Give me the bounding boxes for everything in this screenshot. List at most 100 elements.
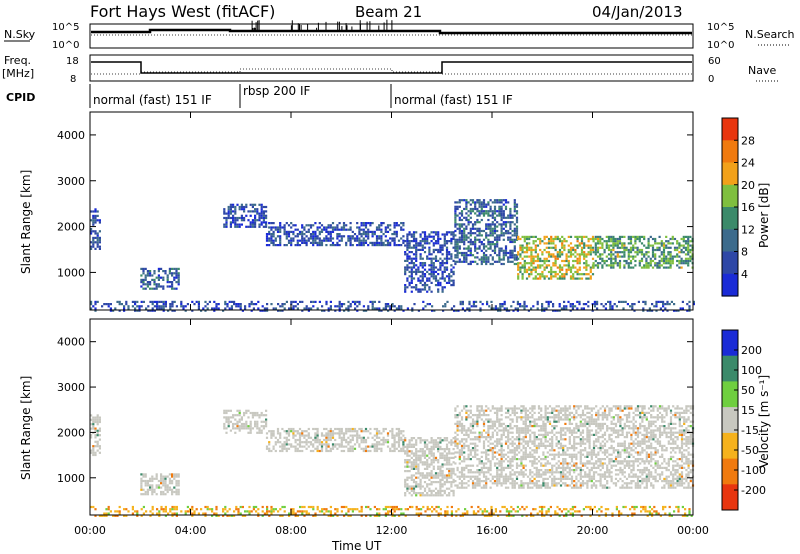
data-cell [168, 473, 171, 476]
data-cell [496, 240, 499, 244]
data-cell [463, 438, 466, 441]
data-cell [523, 235, 526, 238]
data-cell [467, 453, 470, 456]
data-cell [450, 474, 453, 477]
data-cell [452, 270, 455, 273]
data-cell [279, 241, 282, 244]
data-cell [96, 245, 99, 248]
data-cell [569, 266, 573, 269]
data-cell [336, 427, 339, 431]
data-cell [162, 490, 165, 494]
data-cell [458, 486, 461, 489]
data-cell [605, 259, 608, 263]
data-cell [400, 436, 403, 439]
data-cell [648, 307, 651, 310]
data-cell [553, 416, 556, 419]
data-cell [660, 253, 663, 256]
data-cell [522, 447, 525, 450]
data-cell [563, 248, 566, 252]
data-cell [551, 442, 554, 445]
data-cell [544, 422, 547, 425]
data-cell [607, 244, 611, 247]
data-cell [380, 432, 383, 435]
data-cell [496, 210, 499, 213]
data-cell [325, 244, 328, 247]
data-cell [343, 303, 346, 306]
data-cell [496, 221, 499, 224]
data-cell [458, 238, 461, 241]
data-cell [274, 244, 277, 247]
data-cell [502, 455, 505, 458]
data-cell [428, 465, 431, 468]
data-cell [551, 458, 554, 461]
data-cell [612, 248, 615, 252]
data-cell [546, 407, 549, 410]
data-cell [662, 251, 666, 254]
data-cell [480, 207, 483, 211]
data-cell [504, 221, 508, 224]
data-cell [450, 237, 453, 240]
data-cell [561, 266, 564, 269]
data-cell [687, 264, 690, 267]
data-cell [387, 305, 390, 308]
data-cell [594, 251, 597, 254]
data-cell [489, 223, 492, 226]
data-cell [677, 309, 680, 312]
data-cell [362, 309, 365, 312]
data-cell [175, 473, 178, 476]
data-cell [684, 240, 688, 243]
data-cell [173, 477, 176, 480]
data-cell [478, 440, 481, 443]
data-cell [504, 249, 508, 252]
data-cell [480, 486, 483, 489]
data-cell [371, 443, 374, 446]
data-cell [515, 238, 519, 241]
data-cell [474, 451, 477, 454]
data-cell [426, 485, 429, 488]
data-cell [378, 441, 381, 444]
data-cell [534, 255, 537, 258]
data-cell [285, 449, 288, 453]
data-cell [482, 420, 486, 423]
data-cell [458, 442, 461, 445]
data-cell [96, 210, 99, 213]
data-cell [162, 278, 165, 281]
data-cell [467, 254, 470, 257]
data-cell [296, 239, 299, 242]
data-cell [249, 429, 252, 432]
data-cell [478, 199, 481, 202]
data-cell [404, 445, 407, 448]
data-cell [290, 226, 293, 229]
data-cell [540, 444, 543, 447]
data-cell [410, 279, 413, 282]
data-cell [173, 272, 176, 275]
data-cell [529, 460, 532, 463]
data-cell [636, 248, 639, 252]
data-cell [465, 207, 468, 211]
data-cell [515, 471, 519, 474]
data-cell [437, 450, 440, 453]
data-cell [177, 281, 180, 284]
data-cell [237, 303, 240, 306]
data-cell [362, 436, 365, 439]
data-cell [671, 257, 674, 260]
data-cell [98, 416, 101, 419]
data-cell [456, 442, 459, 445]
data-cell [428, 235, 431, 238]
data-cell [487, 458, 490, 461]
data-cell [662, 305, 665, 308]
data-cell [647, 255, 650, 258]
data-cell [415, 494, 418, 497]
data-cell [382, 441, 385, 444]
data-cell [367, 445, 370, 448]
data-cell [520, 411, 523, 414]
data-cell [580, 246, 584, 249]
data-cell [408, 240, 411, 243]
data-cell [487, 427, 490, 430]
data-cell [410, 270, 413, 273]
data-cell [312, 244, 315, 247]
data-cell [175, 493, 178, 496]
data-cell [460, 427, 464, 430]
data-cell [410, 275, 413, 278]
data-cell [445, 262, 449, 265]
